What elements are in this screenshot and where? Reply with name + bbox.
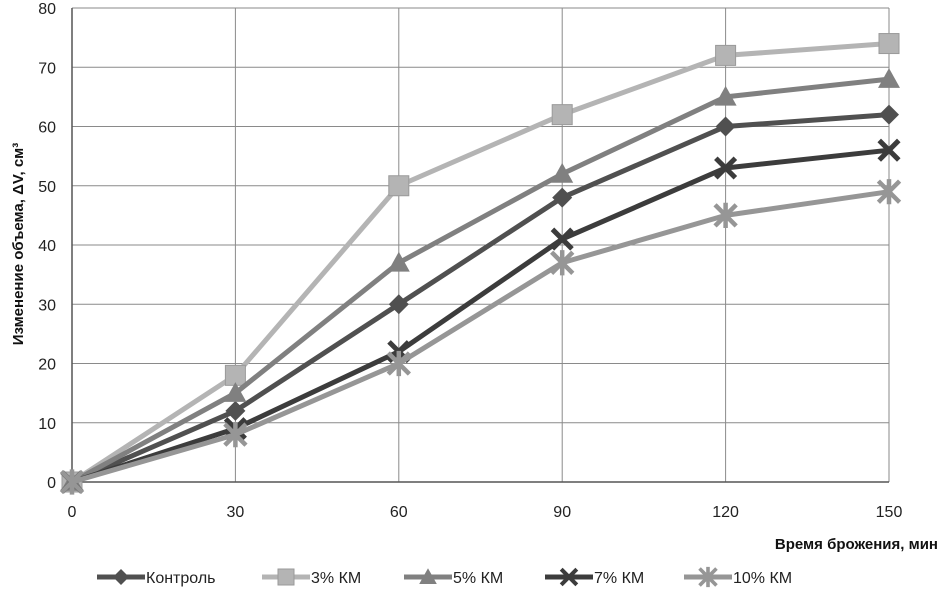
y-tick-label: 20 (38, 357, 56, 374)
legend-item: Контроль (97, 569, 216, 587)
series-3 (61, 68, 900, 491)
data-point (878, 33, 900, 55)
legend: Контроль 3% КМ 5% КМ 7% КМ 10% КМ (97, 566, 792, 588)
data-point (876, 179, 902, 205)
data-point (877, 138, 901, 162)
axes: 0 10 20 30 40 50 60 70 80 0 30 60 90 120 150 (38, 1, 902, 521)
x-tick-label: 150 (876, 504, 903, 521)
legend-marker (113, 569, 129, 585)
y-tick-label: 0 (47, 475, 56, 492)
grid (71, 7, 890, 483)
y-tick-label: 70 (38, 60, 56, 77)
legend-label: Контроль (146, 570, 216, 587)
data-point (552, 187, 573, 208)
data-point (714, 156, 738, 180)
data-point (550, 227, 574, 251)
series-5 (59, 179, 902, 495)
y-tick-label: 60 (38, 120, 56, 137)
legend-item: 5% КМ (404, 568, 503, 587)
series-line (71, 189, 890, 485)
data-point (386, 350, 411, 377)
legend-label: 3% КМ (311, 570, 361, 587)
data-point (551, 162, 574, 183)
y-tick-label: 40 (38, 238, 56, 255)
y-axis-label: Изменение объема, ΔV, см³ (10, 143, 27, 346)
legend-item: 7% КМ (545, 567, 644, 587)
data-point (550, 250, 575, 276)
data-point (225, 400, 246, 421)
data-point (388, 175, 410, 197)
data-point (223, 422, 248, 448)
x-tick-label: 120 (712, 504, 739, 521)
legend-marker (559, 567, 579, 587)
legend-label: 5% КМ (453, 570, 503, 587)
series-line (71, 147, 890, 485)
data-point (713, 202, 738, 228)
legend-marker (698, 566, 718, 588)
y-tick-label: 10 (38, 416, 56, 433)
data-point (388, 294, 409, 315)
x-tick-label: 30 (227, 504, 245, 521)
legend-item: 10% КМ (684, 566, 792, 588)
y-tick-label: 50 (38, 179, 56, 196)
legend-marker (277, 568, 295, 586)
x-axis-label: Время брожения, мин (775, 536, 938, 553)
data-point (224, 382, 247, 402)
series-line (70, 76, 890, 485)
data-point (715, 44, 737, 66)
data-point (715, 116, 736, 137)
legend-label: 10% КМ (733, 570, 792, 587)
x-tick-label: 90 (553, 504, 571, 521)
series-line (71, 112, 890, 485)
x-tick-label: 0 (68, 504, 77, 521)
y-tick-label: 30 (38, 297, 56, 314)
legend-label: 7% КМ (594, 570, 644, 587)
legend-marker (419, 568, 437, 585)
series-line (70, 41, 890, 485)
data-point (551, 104, 573, 126)
data-point (879, 104, 899, 125)
data-point (714, 85, 737, 106)
data-point (878, 68, 900, 88)
data-point (59, 469, 85, 495)
series-layer (59, 33, 902, 495)
x-tick-label: 60 (390, 504, 408, 521)
y-tick-label: 80 (38, 1, 56, 18)
legend-item: 3% КМ (262, 568, 361, 587)
data-point (387, 251, 410, 272)
series-4 (60, 138, 901, 494)
